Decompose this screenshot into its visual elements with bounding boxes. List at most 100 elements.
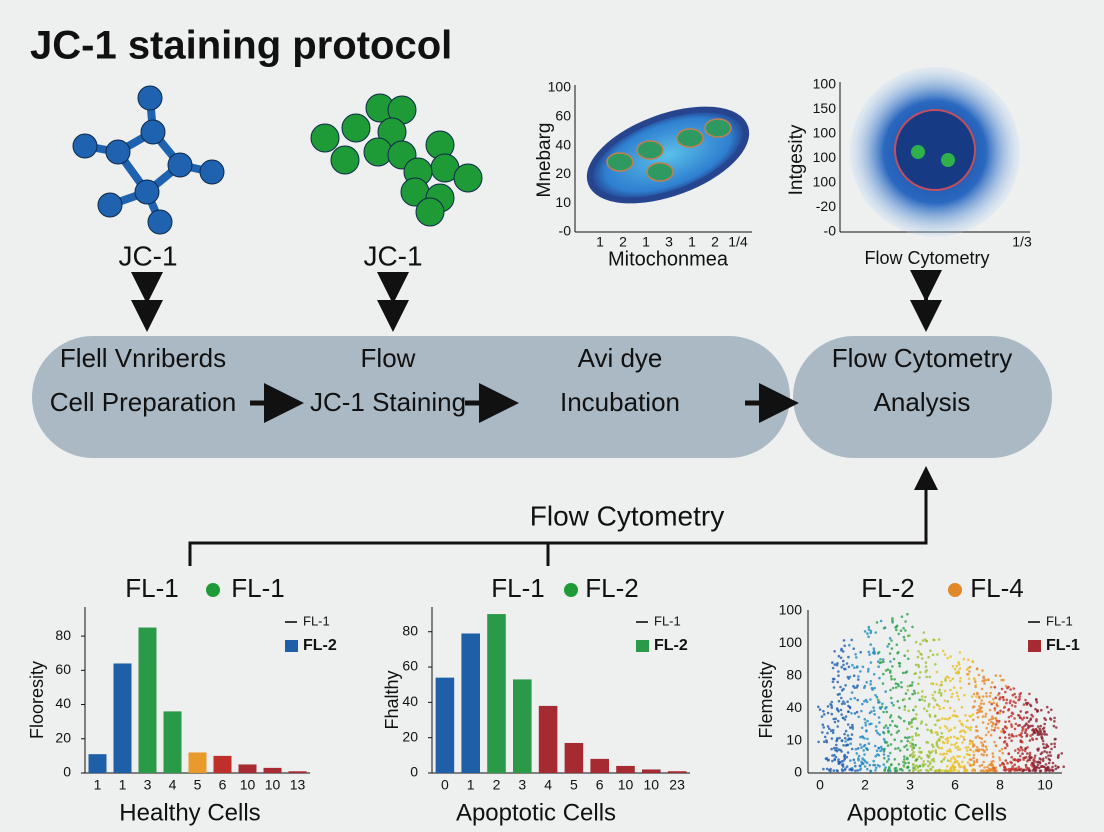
scatter-dot — [923, 699, 926, 703]
x-tick-label: 10 — [265, 777, 281, 793]
scatter-dot — [943, 689, 947, 693]
bar — [538, 705, 558, 773]
scatter-dot — [890, 701, 894, 705]
scatter-dot — [1013, 749, 1017, 752]
scatter-dot — [921, 690, 924, 693]
scatter-dot — [1026, 752, 1029, 755]
scatter-dot — [911, 738, 914, 741]
scatter-dot — [1021, 748, 1024, 752]
scatter-dot — [836, 719, 840, 723]
scatter-dot — [928, 715, 932, 718]
scatter-dot — [949, 688, 952, 692]
scatter-dot — [853, 712, 857, 715]
scatter-dot — [919, 671, 922, 674]
scatter-dot — [1000, 747, 1004, 751]
scatter-dot — [884, 724, 888, 727]
scatter-dot — [1007, 715, 1011, 719]
panel-title: FL-1 — [125, 573, 178, 603]
scatter-dot — [898, 706, 901, 710]
scatter-dot — [904, 671, 907, 674]
scatter-dot — [895, 628, 898, 632]
scatter-dot — [972, 750, 975, 753]
y-axis-label: Fhalthy — [382, 670, 402, 729]
scatter-dot — [983, 682, 986, 685]
scatter-dot — [916, 655, 920, 659]
scatter-dot — [882, 763, 886, 766]
scatter-dot — [925, 723, 928, 726]
scatter-dot — [882, 750, 886, 753]
scatter-dot — [969, 748, 972, 752]
scatter-dot — [1023, 756, 1027, 759]
scatter-dot — [912, 755, 915, 758]
scatter-dot — [908, 684, 912, 687]
scatter-dot — [951, 664, 955, 668]
scatter-dot — [1028, 692, 1031, 696]
step-label: Avi dye — [578, 343, 663, 373]
scatter-dot — [893, 738, 896, 741]
scatter-dot — [1040, 708, 1043, 712]
scatter-dot — [1030, 761, 1034, 765]
scatter-dot — [1025, 716, 1029, 720]
scatter-dot — [939, 694, 943, 697]
scatter-dot — [1050, 742, 1053, 746]
scatter-dot — [883, 756, 886, 760]
scatter-dot — [1044, 763, 1048, 766]
legend-swatch — [1028, 640, 1041, 652]
scatter-dot — [902, 765, 906, 769]
scatter-dot — [905, 756, 909, 760]
scatter-dot — [1024, 763, 1028, 767]
y-tick-label: 80 — [786, 667, 802, 683]
scatter-dot — [956, 672, 959, 675]
scatter-dot — [953, 726, 957, 729]
scatter-dot — [1002, 698, 1005, 702]
scatter-dot — [1048, 751, 1052, 754]
scatter-dot — [1006, 686, 1009, 690]
scatter-dot — [899, 749, 902, 752]
scatter-dot — [936, 745, 939, 748]
scatter-dot — [988, 700, 991, 704]
scatter-dot — [869, 661, 873, 664]
y-tick-label: 60 — [55, 661, 71, 677]
scatter-dot — [991, 764, 995, 768]
y-tick-label: 40 — [786, 699, 802, 715]
scatter-dot — [848, 643, 851, 647]
scatter-dot — [943, 699, 947, 702]
scatter-dot — [1010, 739, 1013, 742]
scatter-dot — [927, 655, 930, 659]
scatter-dot — [866, 748, 869, 752]
scatter-dot — [982, 702, 986, 705]
scatter-dot — [836, 725, 839, 728]
x-tick-label: 1 — [688, 234, 696, 250]
scatter-dot — [953, 709, 956, 713]
scatter-dot — [1007, 733, 1011, 736]
inset-mito — [574, 85, 752, 233]
scatter-dot — [935, 769, 939, 772]
scatter-dot — [828, 727, 831, 730]
scatter-dot — [835, 663, 839, 667]
scatter-dot — [1049, 754, 1053, 757]
scatter-dot — [946, 656, 949, 660]
scatter-dot — [1014, 767, 1017, 771]
scatter-dot — [981, 695, 985, 698]
scatter-dot — [865, 761, 869, 764]
scatter-dot — [872, 763, 875, 767]
scatter-dot — [917, 663, 920, 667]
scatter-dot — [956, 748, 960, 751]
scatter-dot — [931, 697, 935, 700]
scatter-dot — [873, 744, 877, 748]
scatter-dot — [968, 753, 971, 757]
cristae — [646, 162, 674, 182]
y-tick-label: 60 — [555, 108, 571, 124]
scatter-dot — [972, 763, 976, 766]
scatter-dot — [963, 764, 966, 768]
scatter-dot — [1004, 759, 1008, 762]
scatter-dot — [837, 654, 841, 658]
scatter-dot — [949, 655, 952, 658]
scatter-dot — [906, 736, 909, 740]
scatter-dot — [1015, 734, 1018, 738]
scatter-dot — [875, 749, 879, 753]
scatter-dot — [937, 737, 941, 741]
scatter-dot — [891, 686, 895, 690]
scatter-dot — [1031, 715, 1035, 718]
scatter-dot — [1045, 705, 1049, 709]
